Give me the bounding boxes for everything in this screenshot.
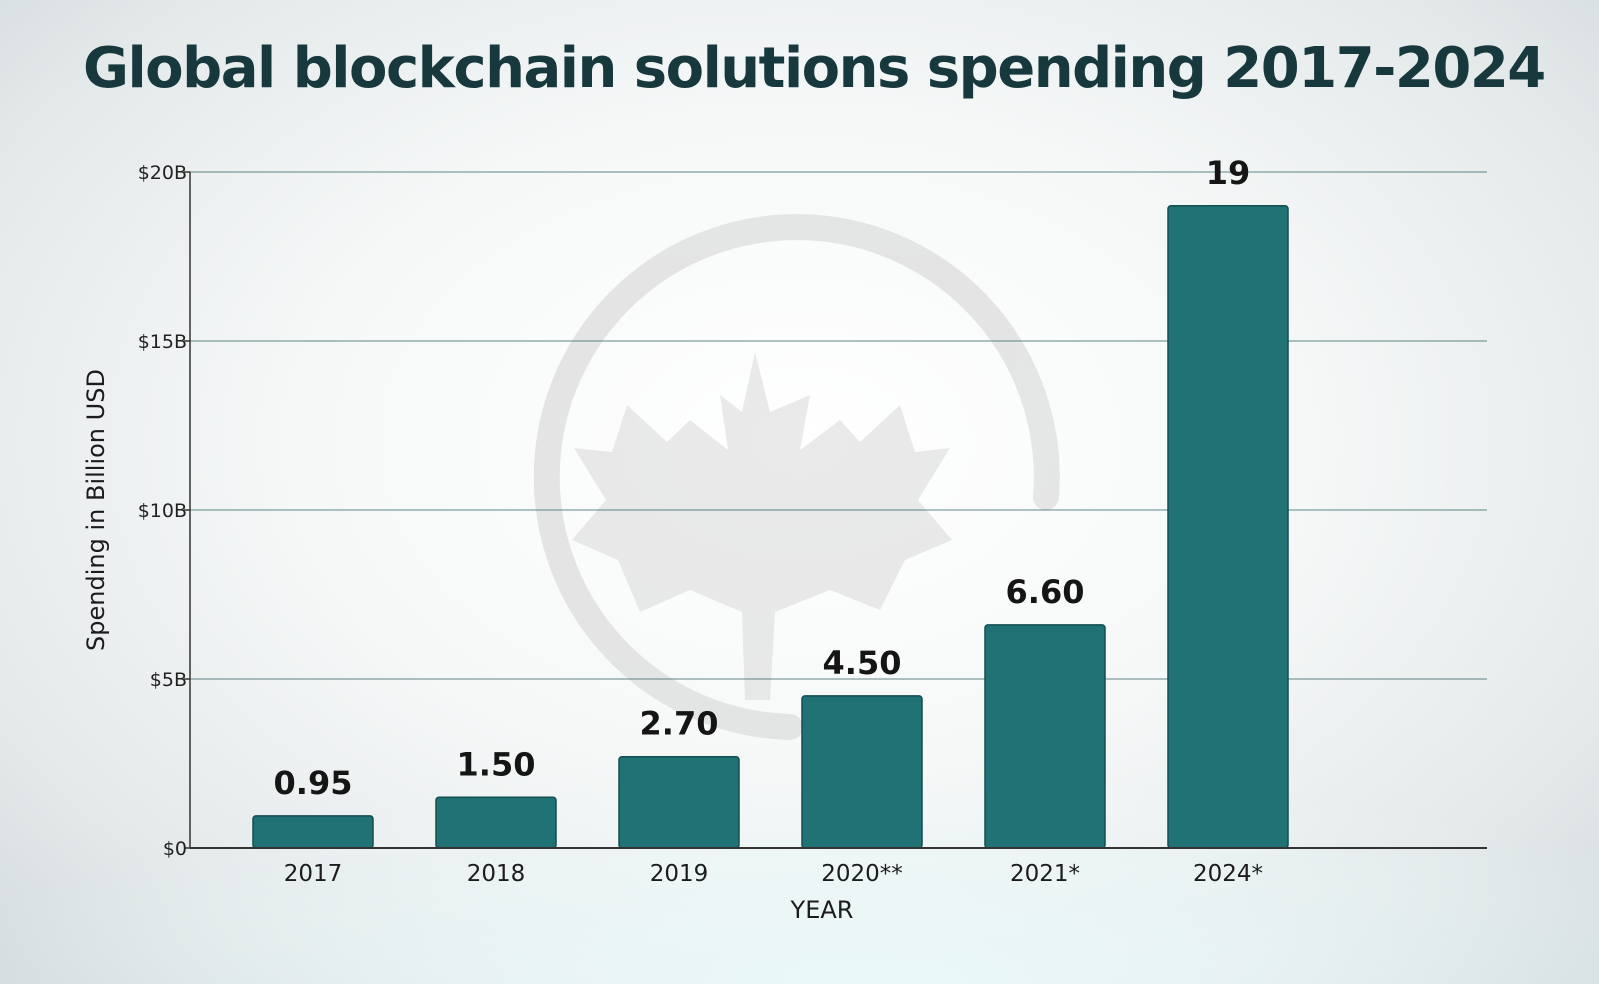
y-tick-label: $0 xyxy=(163,838,187,860)
value-label: 0.95 xyxy=(274,764,353,802)
y-axis-ticks: $0 $5B $10B $15B $20B xyxy=(138,162,190,860)
x-tick-label: 2024* xyxy=(1193,861,1263,887)
value-label: 19 xyxy=(1206,154,1251,192)
y-tick-label: $5B xyxy=(150,669,187,691)
x-tick-label: 2021* xyxy=(1010,861,1080,887)
y-tick-label: $20B xyxy=(138,162,187,184)
y-axis-title: Spending in Billion USD xyxy=(82,369,110,651)
chart-title: Global blockchain solutions spending 201… xyxy=(83,36,1546,101)
y-tick-label: $15B xyxy=(138,331,187,353)
x-tick-label: 2020** xyxy=(821,861,903,887)
value-labels: 0.95 1.50 2.70 4.50 6.60 19 xyxy=(274,154,1251,802)
value-label: 4.50 xyxy=(823,644,902,682)
x-tick-label: 2019 xyxy=(650,861,709,887)
value-label: 1.50 xyxy=(457,745,536,783)
x-axis-ticks: 2017 2018 2019 2020** 2021* 2024* xyxy=(284,861,1263,887)
bars xyxy=(252,205,1289,849)
bar-2020 xyxy=(801,695,923,849)
y-tick-label: $10B xyxy=(138,500,187,522)
maple-leaf-watermark-icon xyxy=(533,214,1060,740)
bar-2021 xyxy=(984,624,1106,849)
x-tick-label: 2018 xyxy=(467,861,526,887)
value-label: 2.70 xyxy=(640,705,719,743)
x-tick-label: 2017 xyxy=(284,861,343,887)
value-label: 6.60 xyxy=(1006,573,1085,611)
x-axis-title: YEAR xyxy=(790,896,854,924)
bar-2024 xyxy=(1167,205,1289,849)
bar-2018 xyxy=(435,796,557,849)
bar-2017 xyxy=(252,815,374,849)
bar-2019 xyxy=(618,755,740,849)
